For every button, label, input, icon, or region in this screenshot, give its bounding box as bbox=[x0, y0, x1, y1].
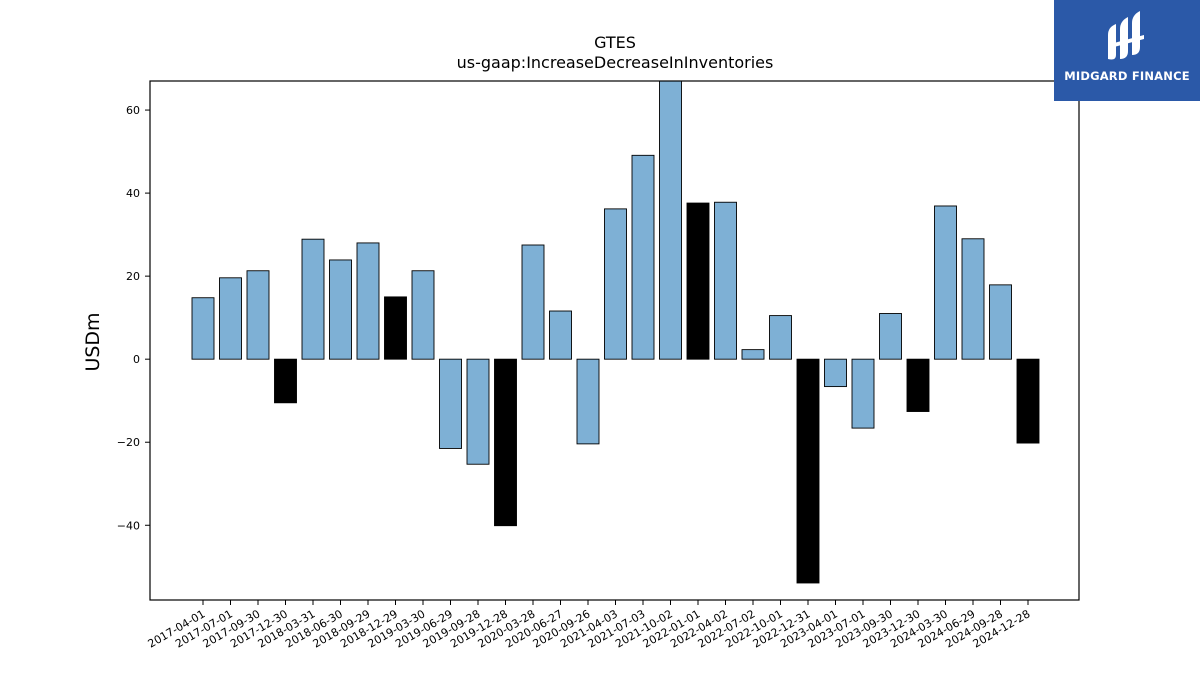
bar-2019-03-30 bbox=[411, 270, 435, 360]
bar-2018-06-30 bbox=[329, 259, 352, 360]
y-tick-label: −20 bbox=[117, 436, 140, 449]
y-tick-label: 0 bbox=[133, 353, 140, 366]
brand-logo: MIDGARD FINANCE bbox=[1054, 0, 1200, 101]
bar-2017-04-01 bbox=[191, 297, 215, 360]
y-ticks-group: −40 −20 0 20 40 60 bbox=[117, 104, 150, 532]
y-tick-label: −40 bbox=[117, 519, 140, 532]
bar-2018-12-29 bbox=[384, 296, 407, 360]
chart-subtitle: us-gaap:IncreaseDecreaseInInventories bbox=[457, 53, 774, 72]
bars-group bbox=[191, 80, 1040, 584]
bar-2021-07-03 bbox=[631, 154, 655, 360]
bar-2018-03-31 bbox=[301, 238, 325, 360]
midgard-logo-icon bbox=[1108, 11, 1144, 60]
bar-2019-12-28 bbox=[494, 358, 517, 527]
bar-2023-04-01 bbox=[824, 358, 847, 388]
y-tick-label: 20 bbox=[126, 270, 140, 283]
bar-2020-06-27 bbox=[549, 310, 572, 360]
bar-2024-03-30 bbox=[934, 205, 957, 360]
bar-2024-06-29 bbox=[961, 238, 985, 360]
bar-2017-12-30 bbox=[274, 358, 297, 404]
bar-2017-07-01 bbox=[219, 277, 242, 360]
bar-2018-09-29 bbox=[356, 242, 380, 360]
brand-name: MIDGARD FINANCE bbox=[1064, 69, 1190, 83]
bar-2019-09-28 bbox=[466, 358, 490, 465]
bar-2022-12-31 bbox=[796, 358, 820, 584]
bar-2021-04-03 bbox=[604, 208, 627, 360]
plot-frame bbox=[149, 80, 1080, 601]
bar-2024-09-28 bbox=[989, 284, 1012, 360]
bar-2023-07-01 bbox=[851, 358, 875, 429]
bar-2023-09-30 bbox=[879, 313, 902, 360]
bar-2022-10-01 bbox=[769, 315, 792, 360]
bar-2020-03-28 bbox=[521, 244, 545, 360]
bar-2024-12-28 bbox=[1016, 358, 1040, 444]
chart-title: GTES bbox=[594, 33, 636, 52]
bar-2019-06-29 bbox=[439, 358, 462, 449]
bar-2022-07-02 bbox=[741, 349, 765, 360]
bar-2022-04-02 bbox=[714, 201, 737, 360]
y-tick-label: 40 bbox=[126, 187, 140, 200]
bar-2022-01-01 bbox=[686, 202, 710, 360]
y-tick-label: 60 bbox=[126, 104, 140, 117]
y-axis-label: USDm bbox=[82, 312, 104, 371]
bar-2017-09-30 bbox=[246, 270, 270, 360]
bar-2023-12-30 bbox=[906, 358, 930, 412]
bar-2020-09-26 bbox=[576, 358, 600, 445]
bar-2021-10-02 bbox=[659, 80, 682, 360]
x-ticks-group: 2017-04-012017-07-012017-09-302017-12-30… bbox=[146, 600, 1033, 651]
